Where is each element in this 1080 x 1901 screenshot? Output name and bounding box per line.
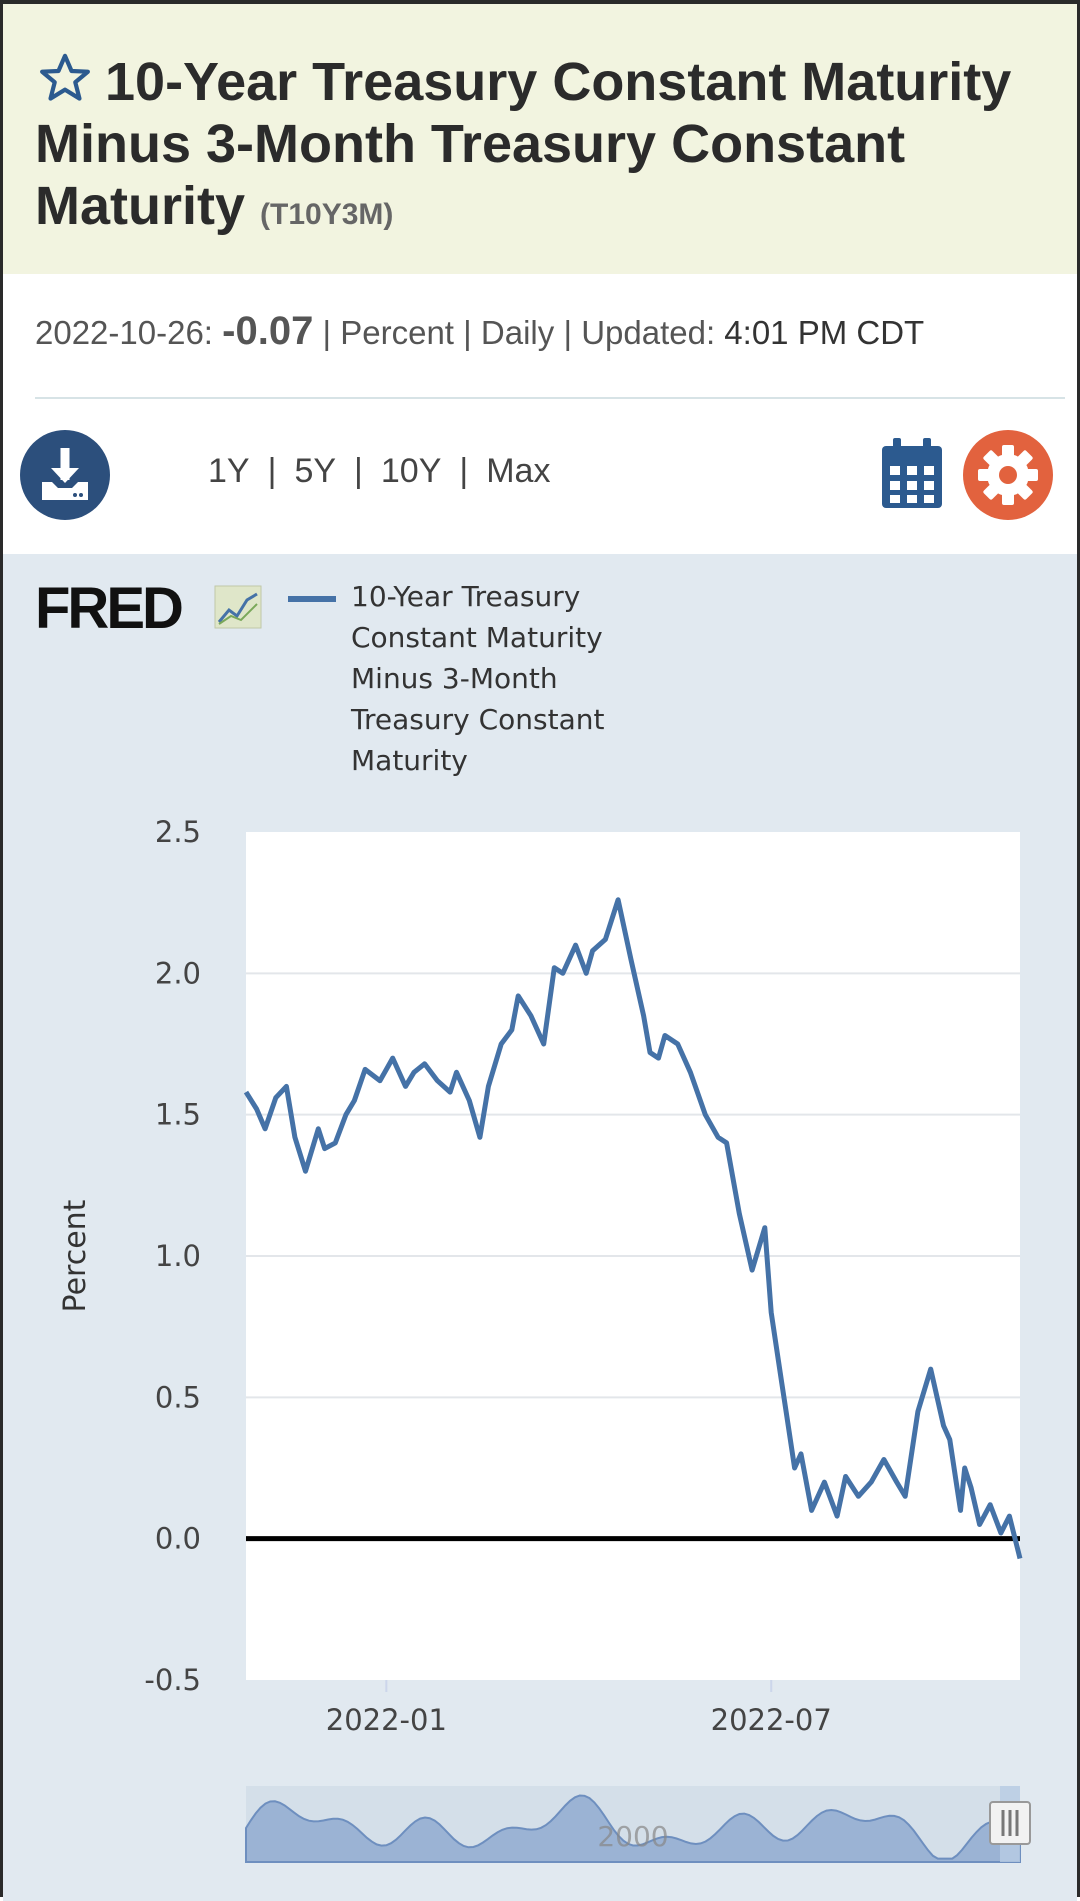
observation-value: -0.07	[222, 309, 314, 353]
star-icon[interactable]	[35, 50, 95, 106]
range-10y[interactable]: 10Y	[380, 452, 442, 490]
y-tick-label: 0.5	[155, 1380, 201, 1414]
range-5y[interactable]: 5Y	[294, 452, 337, 490]
legend-label: 10-Year Treasury Constant Maturity Minus…	[351, 580, 605, 777]
updated-time: 4:01 PM CDT	[724, 314, 925, 351]
navigator[interactable]: 2000	[245, 1786, 1031, 1863]
download-button[interactable]	[20, 430, 110, 520]
updated-label: Updated:	[581, 314, 716, 351]
observation-summary: 2022-10-26: -0.07 | Percent | Daily | Up…	[35, 309, 925, 353]
y-tick-label: 1.5	[155, 1098, 201, 1132]
download-icon	[42, 448, 88, 500]
gear-icon	[978, 445, 1038, 505]
x-tick-label: 2022-01	[326, 1703, 447, 1737]
series-line	[243, 897, 1023, 1560]
navigator-label: 2000	[597, 1820, 668, 1853]
y-tick-label: -0.5	[144, 1663, 201, 1697]
settings-button[interactable]	[963, 430, 1053, 520]
observation-date: 2022-10-26:	[35, 314, 213, 351]
y-tick-label: 2.0	[155, 956, 201, 990]
navigator-handle-icon[interactable]	[989, 1801, 1031, 1845]
navigator-area	[245, 1794, 1021, 1863]
header: 10-Year Treasury Constant Maturity Minus…	[3, 4, 1077, 274]
series-code: (T10Y3M)	[260, 198, 394, 231]
range-1y[interactable]: 1Y	[208, 452, 250, 490]
y-tick-label: 1.0	[155, 1239, 201, 1273]
x-tick-label: 2022-07	[711, 1703, 832, 1737]
units-label: Percent	[340, 314, 454, 351]
divider	[35, 397, 1065, 399]
series-title: 10-Year Treasury Constant Maturity Minus…	[35, 52, 1012, 236]
legend-swatch	[288, 596, 336, 602]
date-range-selector: 1Y | 5Y | 10Y | Max	[208, 452, 551, 490]
page-title: 10-Year Treasury Constant Maturity Minus…	[35, 50, 1055, 246]
svg-text:FRED: FRED	[35, 576, 182, 636]
y-axis-label: Percent	[58, 1199, 93, 1312]
chart: 2.5 2.0 1.5 1.0 0.5 0.0 -0.5 2022-01 2022-07 Pe…	[58, 815, 1031, 1863]
toolbar: 1Y | 5Y | 10Y | Max	[3, 424, 1077, 534]
fred-logo: FRED	[35, 576, 262, 636]
y-tick-label: 2.5	[155, 815, 201, 849]
chart-area: FRED 10-Year Treasury Constant Maturity …	[3, 554, 1077, 1901]
calendar-button[interactable]	[879, 436, 945, 510]
frequency-label: Daily	[480, 314, 555, 351]
y-tick-label: 0.0	[155, 1522, 201, 1556]
range-max[interactable]: Max	[486, 452, 551, 490]
calendar-icon	[882, 438, 942, 508]
